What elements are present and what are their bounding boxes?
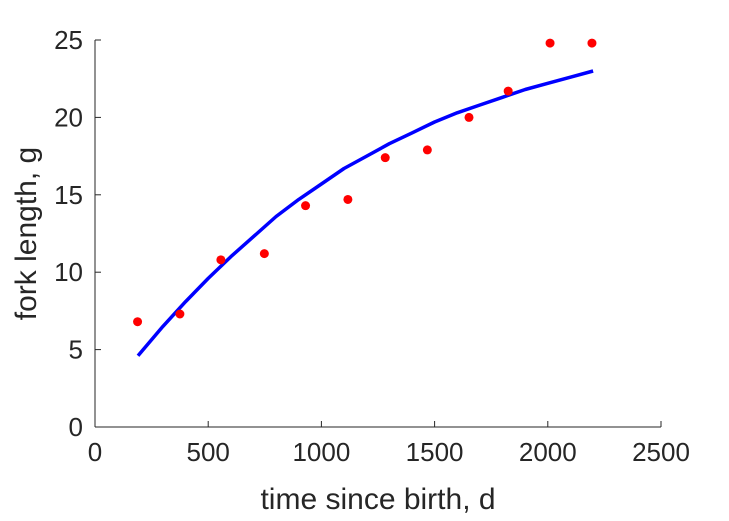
data-point bbox=[175, 309, 185, 319]
x-tick-label: 500 bbox=[187, 437, 230, 467]
y-tick-label: 0 bbox=[69, 412, 83, 442]
data-point bbox=[464, 112, 474, 122]
y-ticks: 0 5 10 15 20 25 bbox=[54, 25, 101, 442]
data-point bbox=[216, 255, 226, 265]
y-tick-label: 20 bbox=[54, 102, 83, 132]
data-point bbox=[587, 38, 597, 48]
x-tick-label: 1000 bbox=[292, 437, 350, 467]
plot-series bbox=[133, 38, 597, 357]
data-point bbox=[545, 38, 555, 48]
data-point bbox=[301, 201, 311, 211]
data-point bbox=[422, 145, 432, 155]
y-tick-label: 25 bbox=[54, 25, 83, 55]
axes bbox=[94, 40, 661, 428]
data-point bbox=[343, 194, 353, 204]
x-tick-label: 2000 bbox=[519, 437, 577, 467]
y-tick-label: 5 bbox=[69, 335, 83, 365]
data-point bbox=[503, 86, 513, 96]
x-tick-label: 1500 bbox=[406, 437, 464, 467]
x-tick-label: 0 bbox=[88, 437, 102, 467]
data-point bbox=[380, 153, 390, 163]
data-point bbox=[133, 317, 143, 327]
y-tick-label: 15 bbox=[54, 180, 83, 210]
x-axis-label: time since birth, d bbox=[260, 483, 495, 516]
x-ticks: 0 500 1000 1500 2000 2500 bbox=[88, 421, 690, 467]
y-tick-label: 10 bbox=[54, 257, 83, 287]
x-tick-label: 2500 bbox=[632, 437, 690, 467]
fit-curve bbox=[136, 69, 594, 357]
y-axis-label: fork length, g bbox=[10, 147, 43, 320]
data-point bbox=[259, 249, 269, 259]
